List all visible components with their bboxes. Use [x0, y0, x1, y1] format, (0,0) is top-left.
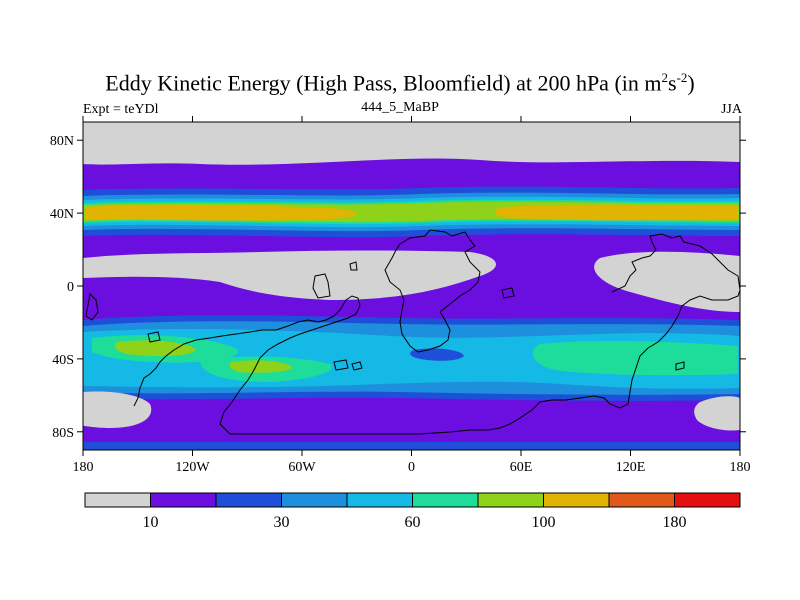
colorbar-swatch [674, 492, 741, 508]
coastline-africa-eurasia [384, 229, 481, 353]
colorbar-label: 60 [405, 514, 421, 531]
lon-tick-label: 0 [408, 460, 415, 475]
coastline-island-north [312, 273, 331, 299]
colorbar: 10 30 60 100 180 [84, 492, 741, 531]
colorbar-label: 30 [274, 514, 290, 531]
contour-nh-gold-east [494, 204, 738, 221]
colorbar-swatch [608, 492, 675, 508]
colorbar-swatch [281, 492, 348, 508]
lat-tick-label: 80S [52, 426, 74, 441]
colorbar-label: 180 [663, 514, 687, 531]
colorbar-swatch [412, 492, 479, 508]
contour-south-polar-west [83, 391, 152, 428]
map-title: Eddy Kinetic Energy (High Pass, Bloomfie… [105, 70, 695, 96]
contour-tropics-gray-west [83, 250, 497, 300]
contour-sh-lime-west [114, 340, 196, 357]
coastline-island-equator [501, 287, 515, 299]
lon-tick-label: 180 [730, 460, 751, 475]
lat-tick-label: 40N [50, 207, 74, 222]
coastlines [85, 229, 740, 435]
lon-tick-label: 120E [616, 460, 646, 475]
coastline-west-edge [85, 292, 99, 321]
contour-sh-blue-core [410, 348, 464, 361]
colorbar-label: 100 [532, 514, 556, 531]
experiment-label: Expt = teYDl [83, 102, 159, 117]
lon-tick-label: 120W [175, 460, 210, 475]
colorbar-swatch [84, 492, 151, 508]
colorbar-swatch [543, 492, 610, 508]
colorbar-swatch [215, 492, 282, 508]
lat-tick-label: 0 [67, 280, 74, 295]
coastline-island-south-a [333, 359, 349, 371]
lon-tick-label: 180 [73, 460, 94, 475]
lon-tick-label: 60W [288, 460, 316, 475]
contour-field [83, 122, 740, 450]
colorbar-swatch [477, 492, 544, 508]
colorbar-swatch [150, 492, 217, 508]
colorbar-swatch [346, 492, 413, 508]
longitude-axis: 180 120W 60W 0 60E 120E 180 [73, 116, 751, 475]
lat-tick-label: 80N [50, 134, 74, 149]
contour-north-polar [83, 122, 740, 165]
lat-tick-label: 40S [52, 353, 74, 368]
contour-sh-lime-central [229, 360, 292, 373]
lon-tick-label: 60E [510, 460, 533, 475]
latitude-axis: 80N 40N 0 40S 80S [50, 134, 746, 441]
contour-sh-teal-east [532, 340, 738, 376]
experiment-id: 444_5_MaBP [361, 100, 439, 115]
coastline-antarctic-americas [133, 233, 740, 435]
coastline-island-east [675, 361, 685, 371]
season-label: JJA [720, 102, 742, 117]
contour-south-polar-east [694, 396, 740, 431]
contour-nh-gold-west [86, 204, 357, 221]
contour-south-edge [83, 442, 740, 450]
colorbar-label: 10 [143, 514, 159, 531]
coastline-island-small [349, 261, 358, 271]
coastline-island-southwest [147, 331, 161, 343]
coastline-island-south-b [351, 361, 363, 371]
